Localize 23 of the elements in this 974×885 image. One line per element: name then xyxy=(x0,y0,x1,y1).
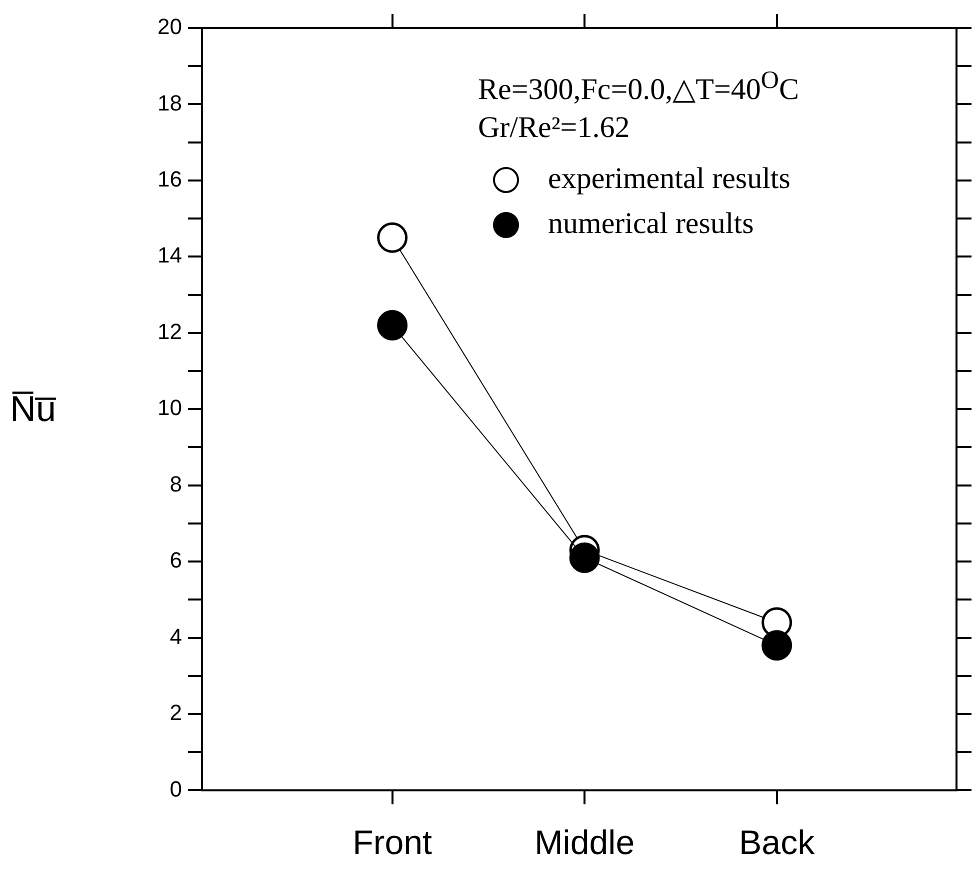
y-tick-label: 14 xyxy=(158,242,182,268)
y-tick-label: 0 xyxy=(170,776,182,802)
y-axis-title: N̅u̅ xyxy=(10,388,56,430)
point xyxy=(377,222,408,253)
annotation: Gr/Re²=1.62 xyxy=(478,110,631,146)
y-tick-label: 4 xyxy=(170,624,182,649)
point xyxy=(569,542,600,573)
y-tick-label: 10 xyxy=(158,395,182,420)
y-tick-label: 12 xyxy=(158,318,182,344)
point xyxy=(762,630,792,661)
y-tick-label: 20 xyxy=(158,14,182,40)
point xyxy=(377,310,408,341)
y-tick-label: 8 xyxy=(170,471,182,496)
x-tick-label: Back xyxy=(739,824,816,862)
annotation: Re=300,Fc=0.0,△T=40$^{O}$C xyxy=(478,66,799,108)
y-tick-label: 16 xyxy=(158,166,182,192)
legend-label: numerical results xyxy=(548,206,754,240)
legend-label: experimental results xyxy=(548,162,790,195)
y-tick-label: 18 xyxy=(158,90,182,116)
y-tick-label: 2 xyxy=(170,700,182,726)
y-tick-label: 6 xyxy=(170,548,182,573)
x-tick-label: Middle xyxy=(534,824,635,862)
x-tick-label: Front xyxy=(352,824,433,862)
